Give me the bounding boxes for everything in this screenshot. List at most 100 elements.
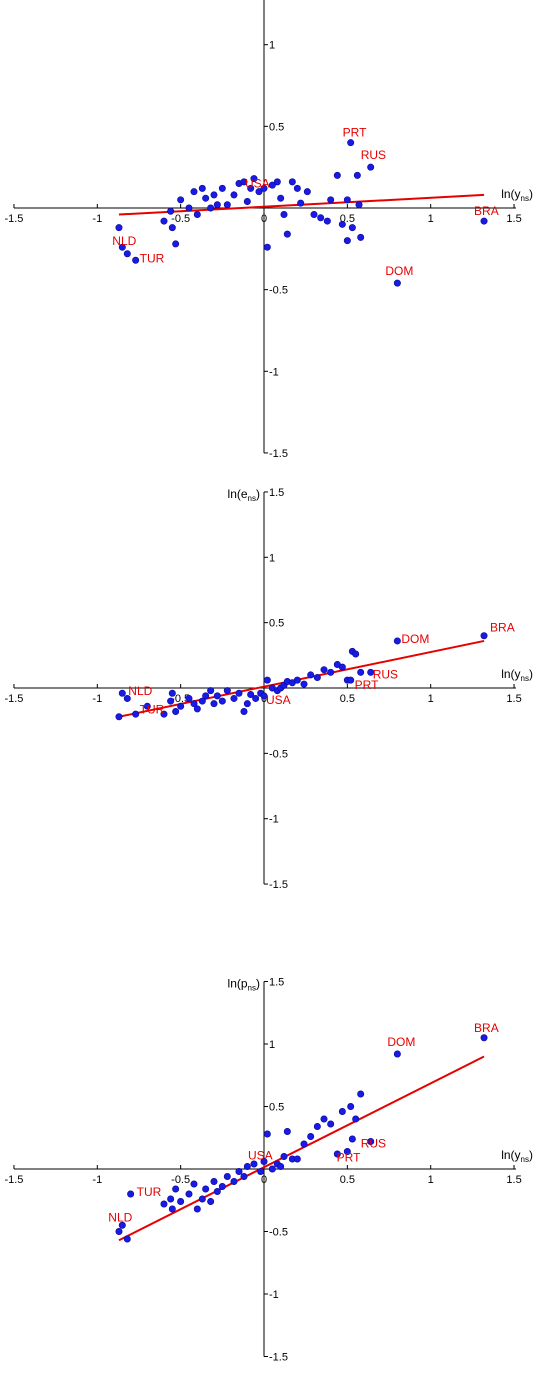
country-label-tur: TUR bbox=[140, 703, 165, 717]
data-point bbox=[235, 689, 243, 697]
data-point bbox=[343, 196, 351, 204]
country-label-rus: RUS bbox=[361, 148, 386, 162]
y-tick-label: 1 bbox=[269, 552, 275, 564]
data-point bbox=[293, 676, 301, 684]
data-point bbox=[168, 1205, 176, 1213]
data-point bbox=[167, 207, 175, 215]
data-point bbox=[198, 697, 206, 705]
country-label-dom: DOM bbox=[387, 1035, 415, 1049]
y-axis-label-main: ln(p bbox=[228, 977, 248, 991]
x-axis-label-close: ) bbox=[529, 187, 533, 201]
data-point bbox=[348, 1135, 356, 1143]
y-tick-label: 1 bbox=[269, 40, 275, 52]
data-point bbox=[193, 1205, 201, 1213]
data-point bbox=[202, 692, 210, 700]
y-axis-label: ln(pns) bbox=[228, 977, 260, 993]
data-point bbox=[393, 637, 401, 645]
country-label-rus: RUS bbox=[361, 1137, 386, 1151]
data-point bbox=[347, 139, 355, 147]
data-point bbox=[260, 1158, 268, 1166]
y-tick-label: -1 bbox=[269, 814, 279, 826]
data-point bbox=[293, 184, 301, 192]
data-point bbox=[353, 171, 361, 179]
data-point bbox=[190, 700, 198, 708]
data-point bbox=[250, 1160, 258, 1168]
data-point bbox=[218, 697, 226, 705]
data-point bbox=[357, 233, 365, 241]
y-axis-label-sub: ns bbox=[248, 984, 256, 993]
y-tick-label: 1.5 bbox=[269, 487, 284, 499]
y-axis-label-sub: ns bbox=[248, 494, 256, 503]
country-label-bra: BRA bbox=[474, 1021, 499, 1035]
data-point bbox=[357, 668, 365, 676]
data-point bbox=[357, 1090, 365, 1098]
data-point bbox=[185, 1190, 193, 1198]
data-point bbox=[260, 692, 268, 700]
panel-3: -1.5 -1 -0.5 0 0.5 1 1.51.510.5-0.5-1-1.5ln(pn… bbox=[4, 977, 533, 1364]
data-point bbox=[338, 220, 346, 228]
data-point bbox=[210, 700, 218, 708]
country-label-tur: TUR bbox=[140, 251, 165, 265]
y-tick-label: -0.5 bbox=[269, 1227, 288, 1239]
x-axis-label: ln(yns) bbox=[501, 1148, 533, 1164]
data-point bbox=[240, 178, 248, 186]
x-tick-label: -1.5 bbox=[4, 693, 23, 705]
x-tick-label: 0 bbox=[261, 1174, 267, 1186]
country-label-rus: RUS bbox=[373, 667, 398, 681]
country-label-nld: NLD bbox=[108, 1210, 132, 1224]
x-axis-label-sub: ns bbox=[521, 194, 529, 203]
data-point bbox=[118, 689, 126, 697]
data-point bbox=[338, 663, 346, 671]
data-point bbox=[300, 1140, 308, 1148]
x-tick-label: 1 bbox=[428, 693, 434, 705]
y-tick-label: 0.5 bbox=[269, 1102, 284, 1114]
data-point bbox=[273, 178, 281, 186]
country-label-bra: BRA bbox=[474, 204, 499, 218]
x-axis-label-close: ) bbox=[529, 1148, 533, 1162]
data-point bbox=[177, 702, 185, 710]
data-point bbox=[260, 184, 268, 192]
x-tick-label: 1.5 bbox=[506, 693, 521, 705]
data-point bbox=[160, 217, 168, 225]
data-point bbox=[123, 1235, 131, 1243]
data-point bbox=[367, 163, 375, 171]
data-point bbox=[190, 188, 198, 196]
data-point bbox=[243, 700, 251, 708]
data-point bbox=[193, 211, 201, 219]
data-point bbox=[177, 196, 185, 204]
data-point bbox=[213, 201, 221, 209]
data-point bbox=[168, 689, 176, 697]
data-point bbox=[333, 1150, 341, 1158]
data-point bbox=[185, 694, 193, 702]
data-point bbox=[235, 1168, 243, 1176]
y-axis-label: ln(ens) bbox=[228, 487, 260, 503]
data-point bbox=[202, 1185, 210, 1193]
x-axis-label-main: ln(y bbox=[501, 187, 520, 201]
country-label-nld: NLD bbox=[128, 684, 152, 698]
data-point bbox=[123, 250, 131, 258]
data-point bbox=[202, 194, 210, 202]
y-tick-label: -1 bbox=[269, 1289, 279, 1301]
data-point bbox=[172, 1185, 180, 1193]
data-point bbox=[347, 676, 355, 684]
data-point bbox=[343, 1148, 351, 1156]
data-point bbox=[297, 199, 305, 207]
data-point bbox=[300, 680, 308, 688]
data-point bbox=[303, 188, 311, 196]
country-label-prt: PRT bbox=[337, 1151, 361, 1165]
x-tick-label: 1 bbox=[428, 213, 434, 225]
data-point bbox=[127, 1190, 135, 1198]
data-point bbox=[263, 676, 271, 684]
data-point bbox=[347, 1103, 355, 1111]
data-point bbox=[240, 708, 248, 716]
country-label-tur: TUR bbox=[137, 1185, 162, 1199]
data-point bbox=[310, 211, 318, 219]
data-point bbox=[393, 279, 401, 287]
y-axis-label-close: ) bbox=[256, 487, 260, 501]
panel-2: -1.5-1-0.500.511.51.510.5-0.5-1-1.5ln(en… bbox=[4, 487, 533, 891]
data-point bbox=[160, 710, 168, 718]
data-point bbox=[243, 197, 251, 205]
x-tick-label: 0 bbox=[261, 213, 267, 225]
